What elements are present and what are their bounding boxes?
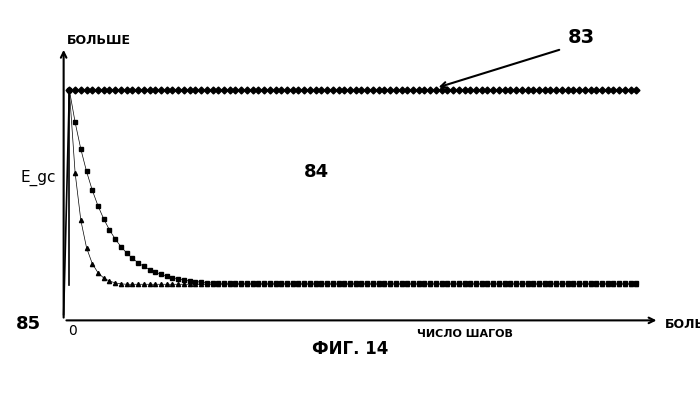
Text: E_gc: E_gc: [20, 170, 55, 186]
FancyArrowPatch shape: [209, 146, 290, 202]
Text: БОЛЬШЕ: БОЛЬШЕ: [66, 34, 130, 47]
Text: 83: 83: [568, 28, 595, 47]
Text: 85: 85: [15, 315, 41, 333]
Text: 84: 84: [304, 163, 329, 181]
Text: ЧИСЛО ШАГОВ: ЧИСЛО ШАГОВ: [416, 329, 512, 339]
Text: БОЛЬШЕ: БОЛЬШЕ: [665, 318, 700, 331]
Text: 0: 0: [68, 324, 76, 338]
Text: ФИГ. 14: ФИГ. 14: [312, 340, 388, 358]
